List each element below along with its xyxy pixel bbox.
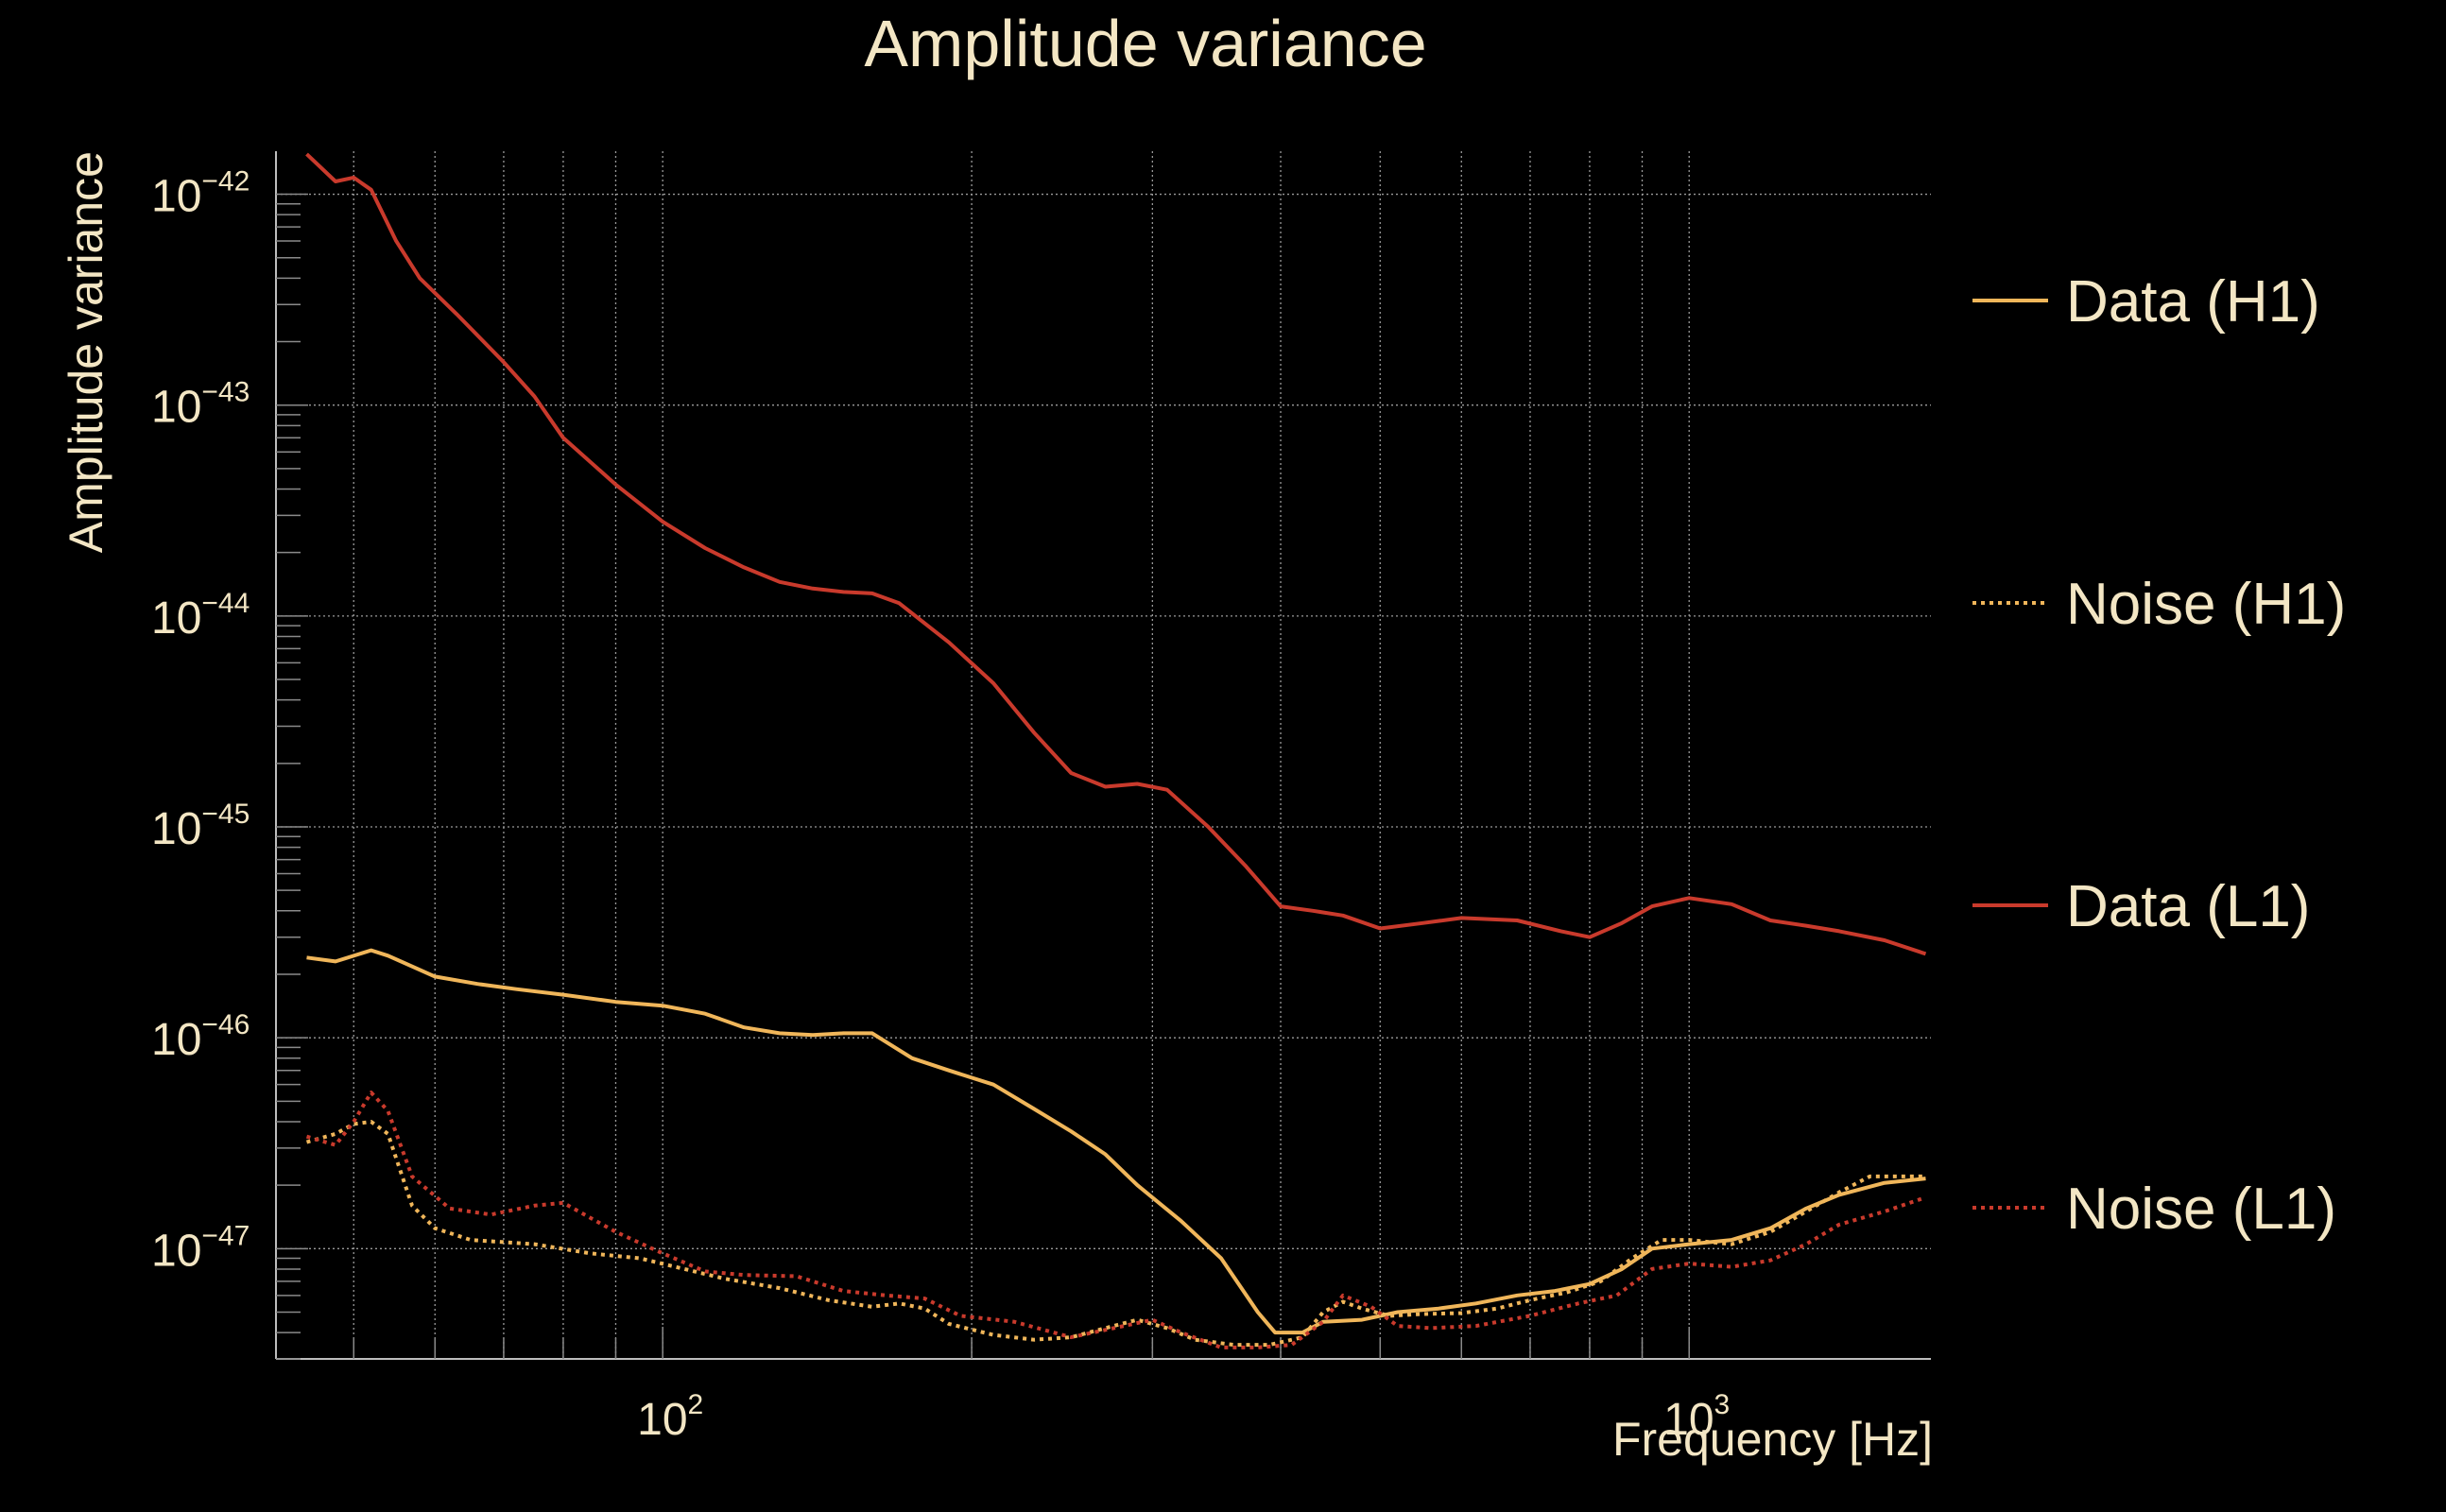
x-tick-label: 102 xyxy=(637,1389,703,1445)
y-tick-label: 10−47 xyxy=(151,1220,250,1276)
y-tick-label: 10−42 xyxy=(151,166,250,222)
plot-area xyxy=(305,152,1927,1349)
y-tick-label: 10−44 xyxy=(151,588,250,644)
legend-label: Data (H1) xyxy=(2066,269,2320,335)
x-axis-label: Frequency [Hz] xyxy=(1612,1413,1933,1466)
series-line-4 xyxy=(305,1091,1927,1349)
axes xyxy=(275,151,1931,1360)
series-line-3 xyxy=(305,152,1927,956)
legend-label: Noise (H1) xyxy=(2066,572,2346,637)
chart-title: Amplitude variance xyxy=(864,7,1426,80)
y-axis-label: Amplitude variance xyxy=(60,151,112,553)
y-tick-label: 10−45 xyxy=(151,799,250,854)
y-tick-label: 10−43 xyxy=(151,377,250,433)
y-tick-label: 10−46 xyxy=(151,1009,250,1065)
legend: Data (H1) Noise (H1) Data (L1) Noise (L1) xyxy=(1972,269,2346,1242)
legend-label: Data (L1) xyxy=(2066,874,2310,939)
tick-labels: 10−42 10−43 10−44 10−45 10−46 10−47 102 103 xyxy=(151,166,1730,1445)
legend-label: Noise (L1) xyxy=(2066,1177,2336,1242)
x-tick-label: 103 xyxy=(1663,1389,1730,1445)
series-line-1 xyxy=(306,948,1926,1335)
